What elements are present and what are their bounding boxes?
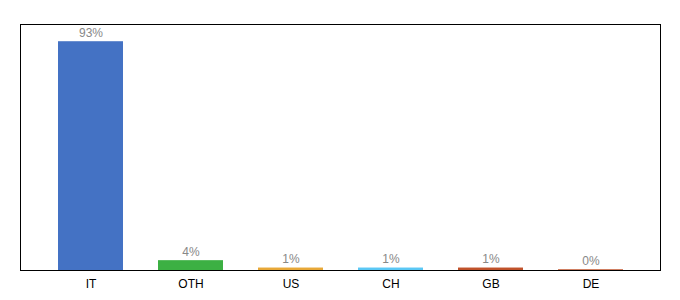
svg-text:DE: DE bbox=[583, 277, 600, 291]
svg-text:1%: 1% bbox=[282, 252, 300, 266]
svg-text:4%: 4% bbox=[182, 245, 200, 259]
svg-text:GB: GB bbox=[482, 277, 499, 291]
svg-text:1%: 1% bbox=[482, 252, 500, 266]
svg-text:OTH: OTH bbox=[178, 277, 203, 291]
svg-text:1%: 1% bbox=[382, 252, 400, 266]
svg-text:CH: CH bbox=[382, 277, 399, 291]
svg-text:IT: IT bbox=[86, 277, 97, 291]
svg-text:0%: 0% bbox=[582, 254, 600, 268]
svg-text:US: US bbox=[283, 277, 300, 291]
svg-text:93%: 93% bbox=[79, 26, 103, 40]
